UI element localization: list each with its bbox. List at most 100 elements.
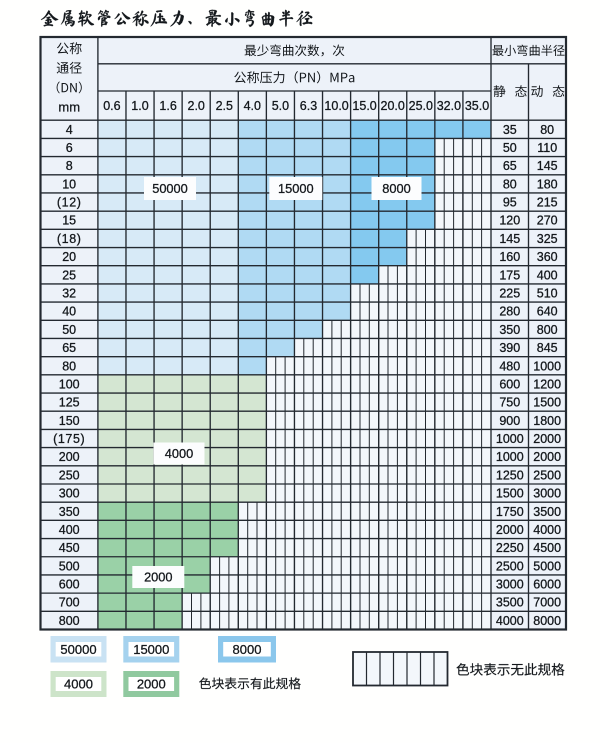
svg-text:350: 350 (59, 505, 80, 519)
svg-text:15000: 15000 (278, 181, 314, 196)
svg-text:8: 8 (66, 159, 73, 173)
svg-text:10: 10 (62, 177, 76, 191)
svg-text:50: 50 (62, 323, 76, 337)
svg-text:1500: 1500 (496, 487, 524, 501)
svg-text:450: 450 (59, 541, 80, 555)
svg-text:280: 280 (499, 305, 520, 319)
svg-text:2000: 2000 (533, 432, 561, 446)
svg-text:4000: 4000 (533, 523, 561, 537)
svg-text:80: 80 (503, 177, 517, 191)
svg-text:2000: 2000 (533, 450, 561, 464)
svg-text:500: 500 (59, 559, 80, 573)
svg-text:215: 215 (537, 196, 558, 210)
svg-text:8000: 8000 (382, 181, 410, 196)
svg-text:8000: 8000 (533, 614, 561, 628)
svg-text:4000: 4000 (165, 446, 193, 461)
svg-text:4500: 4500 (533, 541, 561, 555)
svg-text:65: 65 (62, 341, 76, 355)
svg-text:4000: 4000 (496, 614, 524, 628)
svg-text:4.0: 4.0 (244, 99, 261, 113)
svg-text:(175): (175) (53, 432, 85, 446)
svg-text:6: 6 (66, 141, 73, 155)
svg-text:15.0: 15.0 (352, 99, 376, 113)
svg-text:6.3: 6.3 (300, 99, 317, 113)
svg-text:900: 900 (499, 414, 520, 428)
svg-text:200: 200 (59, 450, 80, 464)
svg-text:2.5: 2.5 (216, 99, 233, 113)
svg-text:300: 300 (59, 487, 80, 501)
svg-text:6000: 6000 (533, 578, 561, 592)
svg-text:1000: 1000 (496, 450, 524, 464)
svg-text:225: 225 (499, 287, 520, 301)
svg-text:180: 180 (537, 177, 558, 191)
svg-text:250: 250 (59, 468, 80, 482)
svg-text:800: 800 (59, 614, 80, 628)
svg-text:480: 480 (499, 359, 520, 373)
svg-text:1.0: 1.0 (131, 99, 148, 113)
svg-text:0.6: 0.6 (103, 99, 120, 113)
svg-text:(12): (12) (57, 196, 82, 210)
svg-text:10.0: 10.0 (324, 99, 348, 113)
svg-text:390: 390 (499, 341, 520, 355)
svg-text:350: 350 (499, 323, 520, 337)
svg-text:325: 325 (537, 232, 558, 246)
svg-text:32.0: 32.0 (437, 99, 461, 113)
svg-text:1250: 1250 (496, 468, 524, 482)
svg-text:640: 640 (537, 305, 558, 319)
svg-text:4: 4 (66, 123, 73, 137)
svg-text:50000: 50000 (60, 642, 96, 657)
svg-text:25.0: 25.0 (409, 99, 433, 113)
svg-text:360: 360 (537, 250, 558, 264)
svg-text:35: 35 (503, 123, 517, 137)
svg-text:5000: 5000 (533, 559, 561, 573)
svg-text:150: 150 (59, 414, 80, 428)
svg-text:600: 600 (499, 377, 520, 391)
svg-text:400: 400 (59, 523, 80, 537)
svg-text:15000: 15000 (133, 642, 169, 657)
svg-text:120: 120 (499, 214, 520, 228)
svg-text:4000: 4000 (64, 677, 93, 692)
svg-text:510: 510 (537, 287, 558, 301)
svg-text:270: 270 (537, 214, 558, 228)
svg-text:32: 32 (62, 287, 76, 301)
svg-text:1500: 1500 (533, 396, 561, 410)
svg-text:2.0: 2.0 (188, 99, 205, 113)
svg-text:160: 160 (499, 250, 520, 264)
svg-text:145: 145 (499, 232, 520, 246)
svg-text:175: 175 (499, 268, 520, 282)
svg-text:750: 750 (499, 396, 520, 410)
svg-text:400: 400 (537, 268, 558, 282)
svg-text:3000: 3000 (533, 487, 561, 501)
svg-text:1800: 1800 (533, 414, 561, 428)
svg-text:1750: 1750 (496, 505, 524, 519)
svg-text:25: 25 (62, 268, 76, 282)
svg-text:2500: 2500 (533, 468, 561, 482)
svg-text:2250: 2250 (496, 541, 524, 555)
svg-text:145: 145 (537, 159, 558, 173)
svg-text:8000: 8000 (233, 642, 262, 657)
svg-text:50000: 50000 (152, 181, 188, 196)
svg-text:1.6: 1.6 (159, 99, 176, 113)
svg-text:2500: 2500 (496, 559, 524, 573)
svg-text:(18): (18) (57, 232, 82, 246)
svg-text:3500: 3500 (533, 505, 561, 519)
svg-text:700: 700 (59, 596, 80, 610)
svg-text:20.0: 20.0 (381, 99, 405, 113)
svg-text:7000: 7000 (533, 596, 561, 610)
svg-text:1000: 1000 (496, 432, 524, 446)
svg-text:845: 845 (537, 341, 558, 355)
svg-text:110: 110 (537, 141, 557, 155)
svg-text:800: 800 (537, 323, 558, 337)
svg-text:1200: 1200 (533, 377, 561, 391)
svg-text:1000: 1000 (533, 359, 561, 373)
svg-text:600: 600 (59, 578, 80, 592)
svg-text:mm: mm (58, 100, 80, 115)
svg-text:80: 80 (540, 123, 554, 137)
svg-text:3000: 3000 (496, 578, 524, 592)
svg-text:40: 40 (62, 305, 76, 319)
svg-text:2000: 2000 (137, 677, 166, 692)
svg-text:2000: 2000 (144, 570, 172, 585)
svg-text:2000: 2000 (496, 523, 524, 537)
svg-text:5.0: 5.0 (272, 99, 289, 113)
svg-text:95: 95 (503, 196, 517, 210)
